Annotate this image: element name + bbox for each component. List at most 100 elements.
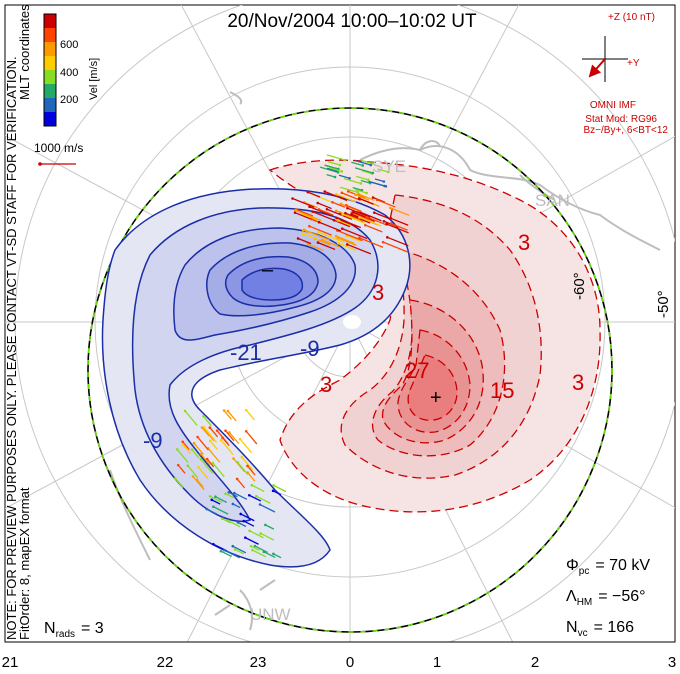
velocity-vector: [272, 490, 282, 496]
velocity-vector: [228, 431, 240, 445]
velocity-vector-origin: [367, 178, 370, 182]
velocity-vector-origin: [372, 211, 376, 214]
velocity-vector-origin: [258, 503, 262, 506]
velocity-vector-origin: [357, 197, 361, 200]
velocity-vector-origin: [336, 171, 340, 174]
velocity-vector-origin: [208, 495, 212, 498]
velocity-vector: [246, 465, 256, 476]
velocity-vector: [244, 537, 259, 545]
velocity-vector: [250, 545, 260, 551]
velocity-vector-origin: [202, 426, 206, 429]
velocity-vector-origin: [236, 461, 239, 464]
station-san: SAN: [535, 191, 570, 210]
velocity-vector: [358, 193, 375, 201]
velocity-vector: [337, 237, 357, 247]
velocity-vector-origin: [173, 477, 177, 480]
imf-labels: +Z (10 nT) +Y OMNI IMF Stat Mod: RG96 Bz…: [584, 12, 669, 136]
velocity-vector: [328, 161, 341, 166]
velocity-vector: [355, 160, 371, 166]
colorbar-tick-600: 600: [60, 39, 78, 51]
velocity-vector: [390, 217, 409, 226]
colorbar-tick-200: 200: [60, 94, 78, 106]
scale-vector-label: 1000 m/s: [34, 141, 83, 155]
velocity-vector-origin: [345, 204, 348, 207]
velocity-vector-origin: [352, 210, 355, 214]
velocity-vector-origin: [317, 220, 321, 224]
velocity-vector-origin: [335, 216, 338, 220]
velocity-vector-origin: [191, 475, 195, 478]
velocity-vector: [177, 464, 186, 474]
velocity-vector: [335, 235, 355, 244]
velocity-vector: [386, 223, 409, 234]
velocity-vector: [359, 216, 382, 227]
mlt-tick: 3: [668, 654, 676, 671]
velocity-vector-origin: [389, 222, 393, 225]
velocity-vector-origin: [243, 536, 247, 539]
velocity-vector-origin: [302, 228, 306, 232]
velocity-vector: [245, 409, 255, 421]
velocity-vector-origin: [219, 549, 223, 553]
velocity-vector: [307, 243, 324, 251]
velocity-vector: [260, 532, 275, 541]
velocity-vector-origin: [235, 477, 239, 481]
velocity-vector-origin: [244, 408, 248, 412]
velocity-vector-origin: [227, 491, 231, 494]
velocity-vector-origin: [199, 457, 203, 461]
velocity-vector: [335, 210, 362, 222]
velocity-vector: [342, 213, 366, 224]
velocity-vector: [355, 175, 369, 181]
velocity-vector-origin: [336, 236, 340, 240]
velocity-vector: [374, 212, 390, 220]
velocity-vector: [336, 217, 362, 229]
velocity-vector-origin: [239, 512, 242, 516]
station-unw: UNW: [250, 605, 291, 624]
velocity-vector: [360, 159, 373, 165]
velocity-vector-origin: [311, 210, 314, 213]
contour-label-neg-3: -9: [143, 428, 163, 453]
velocity-vector: [220, 550, 232, 558]
velocity-vector: [312, 211, 336, 222]
velocity-vector: [377, 168, 389, 173]
velocity-vector: [302, 233, 320, 241]
velocity-vector-origin: [175, 448, 179, 451]
velocity-vector-origin: [219, 438, 223, 442]
velocity-vector-origin: [339, 202, 343, 206]
velocity-vector: [225, 430, 235, 442]
velocity-vector-origin: [340, 170, 344, 173]
velocity-vector: [343, 177, 362, 185]
velocity-vector: [212, 462, 225, 478]
velocity-vector: [345, 212, 371, 224]
velocity-vector: [365, 224, 383, 233]
velocity-vector: [236, 478, 246, 489]
velocity-vector: [245, 430, 258, 445]
velocity-vector-origin: [190, 448, 194, 451]
hm-boundary-dashes: [87, 107, 613, 633]
velocity-vector: [265, 524, 275, 530]
velocity-vector-origin: [348, 176, 351, 180]
velocity-vector-origin: [210, 498, 214, 502]
velocity-vector: [227, 520, 241, 528]
velocity-vector-origin: [221, 517, 224, 521]
velocity-vector-origin: [354, 193, 357, 197]
velocity-vector: [249, 530, 264, 539]
velocity-vector: [321, 239, 340, 248]
velocity-vector-origin: [272, 552, 275, 556]
velocity-vector-origin: [345, 243, 349, 246]
velocity-vector-origin: [316, 241, 320, 244]
imf-source: OMNI IMF: [590, 100, 636, 111]
velocity-vector: [209, 495, 223, 503]
velocity-vector: [225, 493, 235, 499]
velocity-vector: [197, 436, 209, 451]
velocity-vector-origin: [246, 464, 249, 468]
negative-cell: [101, 187, 411, 568]
coords-note: MLT coordinates: [17, 4, 32, 100]
imf-y-label: +Y: [627, 58, 640, 69]
lat-label-60: -60°: [571, 272, 588, 300]
velocity-vector: [354, 188, 367, 194]
velocity-vector: [355, 194, 370, 201]
velocity-vector: [209, 440, 218, 450]
velocity-vector: [213, 506, 229, 515]
mlt-tick: 23: [250, 654, 267, 671]
velocity-vector: [233, 458, 246, 473]
